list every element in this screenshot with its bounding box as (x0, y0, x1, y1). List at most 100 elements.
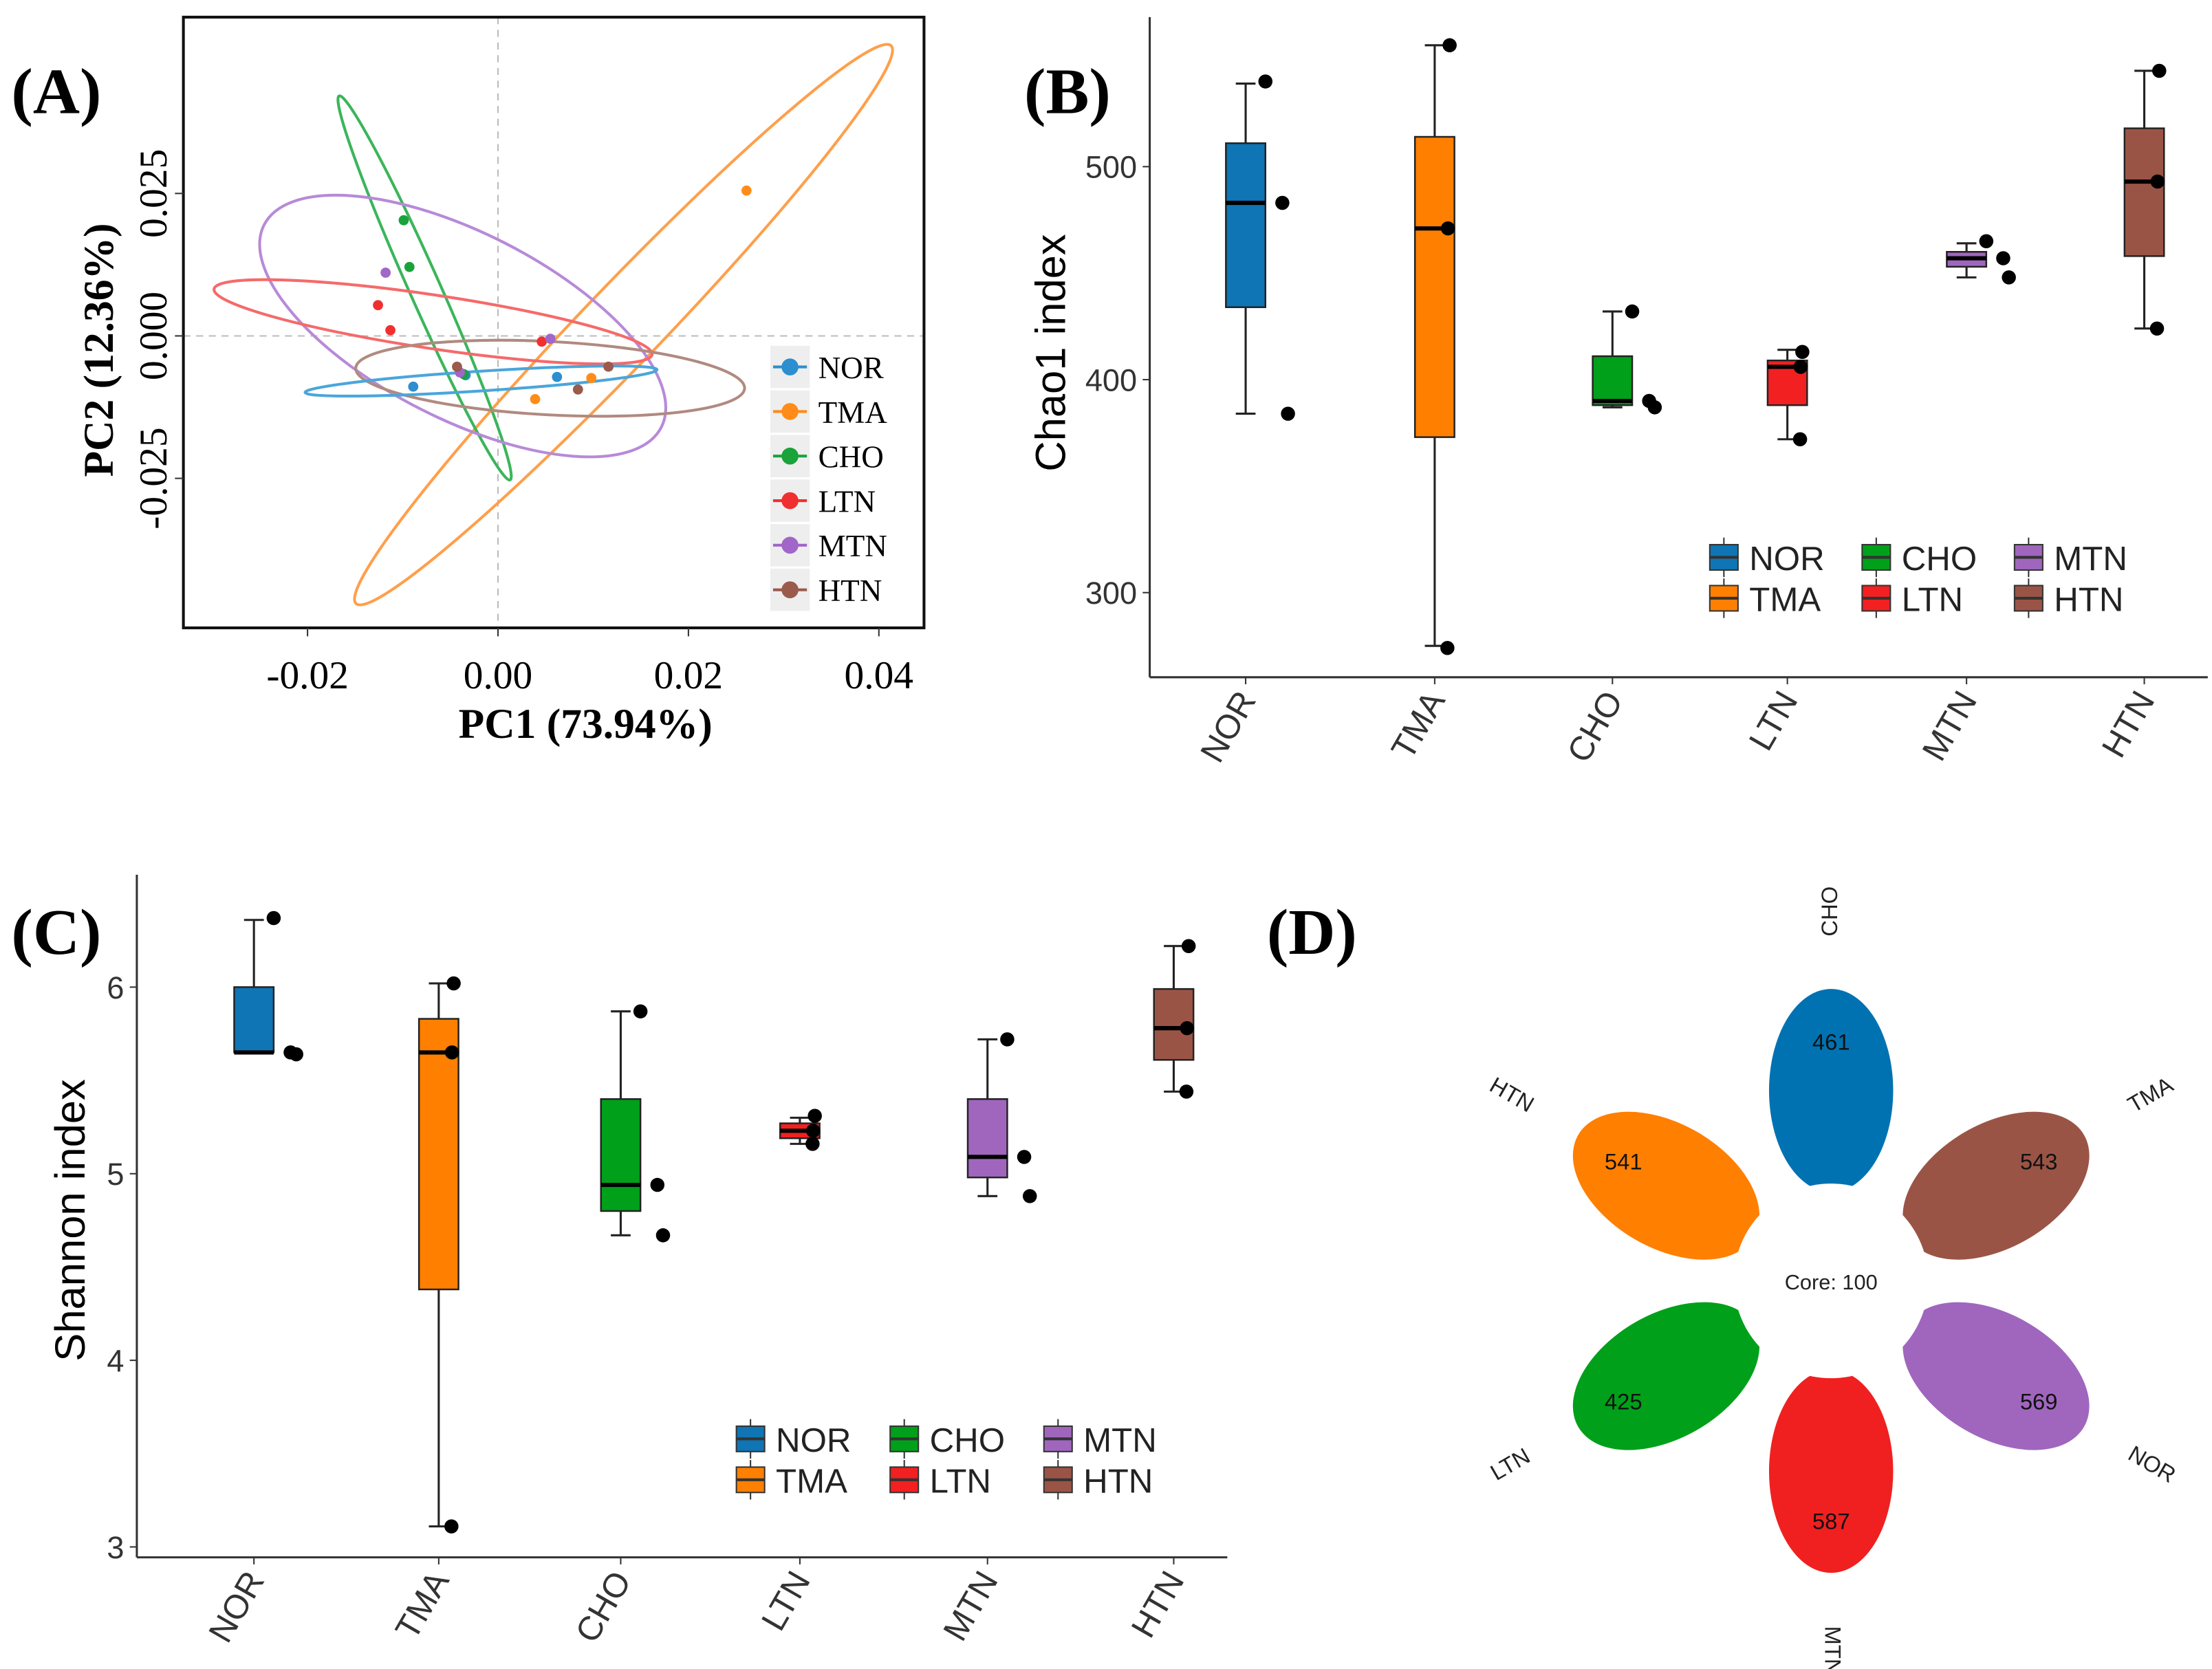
petal-htn (1572, 1111, 1760, 1260)
data-point (2002, 270, 2016, 285)
data-point (1281, 406, 1295, 421)
data-point (805, 1137, 820, 1151)
petal-label: NOR (2124, 1441, 2180, 1487)
x-tick-label: 0.00 (464, 654, 532, 697)
legend-label-nor: NOR (1749, 540, 1824, 578)
data-point (807, 1109, 822, 1123)
legend-label-ltn: LTN (818, 484, 876, 519)
y-tick-label: 5 (107, 1157, 124, 1192)
x-axis-title: PC1 (73.94%) (459, 701, 713, 748)
legend-marker (781, 536, 799, 554)
legend: NOR TMA CHO LTN MTN HTN (770, 345, 888, 611)
legend-marker (781, 358, 799, 375)
y-axis-title: Chao1 index (1028, 234, 1075, 472)
legend-label-ltn: LTN (930, 1462, 991, 1500)
petal-count: 425 (1605, 1388, 1642, 1414)
data-point (446, 976, 461, 991)
point-htn (572, 384, 583, 395)
point-tma (586, 373, 597, 384)
petal-nor (1902, 1302, 2090, 1450)
legend-label-htn: HTN (1083, 1462, 1153, 1500)
point-nor (552, 371, 563, 382)
legend-label-tma: TMA (818, 395, 888, 430)
legend-label-ltn: LTN (1902, 580, 1963, 618)
legend-label-mtn: MTN (1083, 1421, 1157, 1459)
point-mtn (545, 334, 556, 344)
y-tick-label: 300 (1085, 576, 1137, 611)
x-tick-label: 0.04 (845, 654, 913, 697)
x-tick-label: HTN (2094, 685, 2162, 764)
petal-label: HTN (1486, 1072, 1539, 1117)
data-point (2150, 174, 2165, 189)
data-point (1181, 939, 1196, 953)
point-mtn (380, 268, 391, 278)
x-tick-label: TMA (1384, 684, 1453, 765)
x-tick-label: TMA (388, 1564, 457, 1646)
x-tick-label: -0.02 (266, 654, 349, 697)
data-point (444, 1045, 459, 1060)
petal-count: 543 (2020, 1149, 2058, 1175)
data-point (1000, 1032, 1015, 1047)
box-htn (1153, 988, 1195, 1061)
data-point (289, 1047, 303, 1062)
legend-label-cho: CHO (818, 440, 884, 474)
petal-label: LTN (1486, 1443, 1534, 1485)
y-axis-title: Shannon index (47, 1079, 94, 1362)
box-tma (1413, 135, 1455, 438)
point-cho (404, 261, 415, 272)
box-nor (233, 986, 275, 1054)
box-mtn (966, 1098, 1008, 1179)
data-point (805, 1124, 821, 1138)
legend-label-htn: HTN (2054, 580, 2123, 618)
x-tick-label: CHO (1560, 685, 1630, 769)
data-point (633, 1004, 648, 1018)
data-point (444, 1519, 459, 1534)
x-tick-label: CHO (568, 1564, 638, 1648)
data-point (1996, 251, 2010, 265)
ellipse-cho (336, 94, 513, 482)
y-tick-label: 500 (1085, 150, 1137, 185)
panel-label-a: (A) (11, 56, 101, 127)
box-tma (418, 1018, 459, 1291)
legend-label-nor: NOR (776, 1421, 851, 1459)
x-tick-label: NOR (1193, 685, 1264, 769)
data-point (1793, 360, 1808, 374)
petal-tma (1902, 1111, 2090, 1260)
pca-plot: -0.02 0.00 0.02 0.04 -0.025 0.000 0.025 PC1 (7… (76, 15, 926, 748)
legend-label-tma: TMA (776, 1462, 847, 1500)
legend-label-htn: HTN (818, 574, 882, 608)
x-tick-label: HTN (1124, 1564, 1191, 1644)
legend-label-mtn: MTN (818, 529, 887, 563)
box-nor (1225, 142, 1266, 308)
legend-marker (781, 581, 799, 598)
y-tick-label: 400 (1085, 362, 1137, 397)
y-tick-label: 4 (107, 1344, 124, 1379)
data-point (1442, 38, 1457, 53)
point-htn (603, 361, 614, 372)
box-cho (600, 1098, 642, 1212)
y-tick-label: 6 (107, 970, 124, 1005)
data-point (1795, 345, 1810, 360)
ellipse-ltn (213, 278, 654, 366)
petal-cho (1768, 989, 1894, 1192)
petal-count: 569 (2020, 1388, 2058, 1414)
ellipse-mtn (258, 193, 667, 459)
y-tick-label: 0.000 (132, 292, 175, 380)
legend-marker (781, 447, 799, 465)
petal-count: 541 (1605, 1149, 1642, 1175)
data-point (650, 1177, 665, 1192)
petal-mtn (1768, 1369, 1894, 1573)
x-tick-label: MTN (936, 1564, 1006, 1647)
point-nor (408, 381, 419, 392)
data-point (1440, 641, 1455, 655)
panel-label-b: (B) (1024, 56, 1111, 127)
x-tick-label: NOR (202, 1564, 272, 1648)
x-tick-label: LTN (755, 1564, 818, 1637)
panel-label-d: (D) (1267, 897, 1357, 968)
flower-diagram: Core: 100 461 CHO 543 TMA 569 NOR 587 MTN 425 LTN 5… (1486, 886, 2180, 1669)
petal-label: CHO (1817, 886, 1842, 937)
data-point (1258, 74, 1273, 89)
